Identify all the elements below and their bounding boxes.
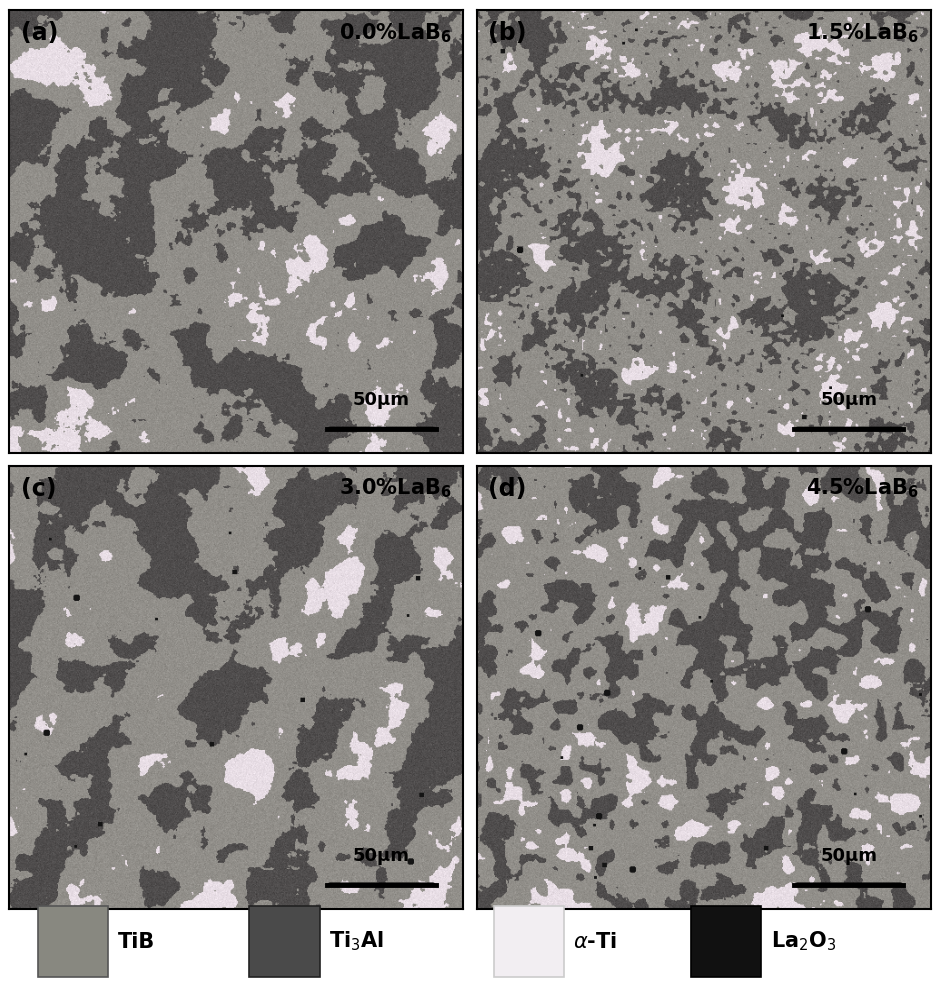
Text: La$_2$O$_3$: La$_2$O$_3$ <box>771 930 837 953</box>
Text: (c): (c) <box>21 477 56 500</box>
Text: $\mathbf{3.0\% LaB_6}$: $\mathbf{3.0\% LaB_6}$ <box>339 477 452 500</box>
Text: TiB: TiB <box>118 932 155 951</box>
Text: 50μm: 50μm <box>353 847 410 864</box>
Text: $\mathbf{1.5\% LaB_6}$: $\mathbf{1.5\% LaB_6}$ <box>807 21 919 45</box>
Text: (d): (d) <box>488 477 526 500</box>
Text: $\mathbf{4.5\% LaB_6}$: $\mathbf{4.5\% LaB_6}$ <box>807 477 919 500</box>
Text: (b): (b) <box>488 21 526 45</box>
Text: $\mathbf{0.0\% LaB_6}$: $\mathbf{0.0\% LaB_6}$ <box>339 21 452 45</box>
Text: Ti$_3$Al: Ti$_3$Al <box>329 930 384 953</box>
Text: 50μm: 50μm <box>821 847 877 864</box>
Text: 50μm: 50μm <box>353 391 410 408</box>
Text: (a): (a) <box>21 21 58 45</box>
Text: 50μm: 50μm <box>821 391 877 408</box>
Text: $\alpha$-Ti: $\alpha$-Ti <box>573 932 618 951</box>
